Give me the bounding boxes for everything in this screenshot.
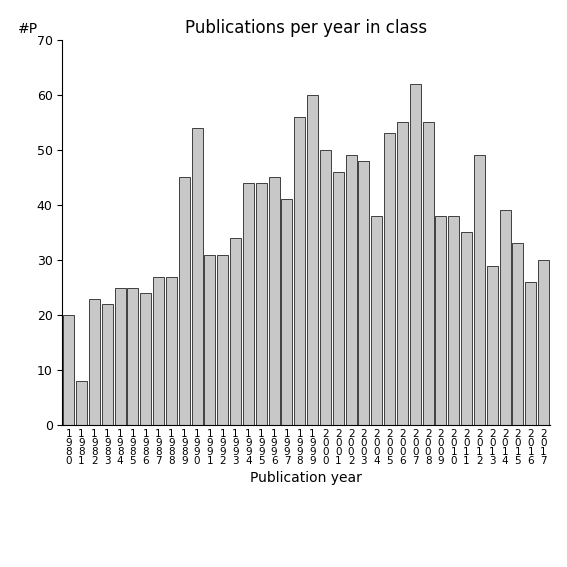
Bar [179, 177, 190, 425]
Bar [474, 155, 485, 425]
Bar [115, 287, 125, 425]
Bar [217, 255, 229, 425]
Bar [192, 128, 202, 425]
Bar [140, 293, 151, 425]
Bar [461, 232, 472, 425]
Bar [128, 287, 138, 425]
Bar [243, 183, 254, 425]
Bar [435, 216, 446, 425]
Bar [358, 161, 369, 425]
Bar [448, 216, 459, 425]
Bar [281, 200, 293, 425]
Bar [269, 177, 280, 425]
Bar [230, 238, 241, 425]
Bar [410, 84, 421, 425]
Bar [487, 265, 498, 425]
Bar [256, 183, 266, 425]
Bar [333, 172, 344, 425]
Bar [513, 243, 523, 425]
Bar [397, 122, 408, 425]
Bar [538, 260, 549, 425]
Bar [320, 150, 331, 425]
Bar [346, 155, 357, 425]
Bar [166, 277, 177, 425]
Bar [384, 133, 395, 425]
X-axis label: Publication year: Publication year [250, 471, 362, 485]
Bar [205, 255, 215, 425]
Bar [500, 210, 510, 425]
Bar [64, 315, 74, 425]
Bar [102, 304, 113, 425]
Bar [76, 381, 87, 425]
Bar [525, 282, 536, 425]
Bar [153, 277, 164, 425]
Y-axis label: #P: #P [18, 22, 39, 36]
Bar [371, 216, 382, 425]
Bar [89, 299, 100, 425]
Bar [294, 117, 305, 425]
Bar [422, 122, 434, 425]
Title: Publications per year in class: Publications per year in class [185, 19, 428, 37]
Bar [307, 95, 318, 425]
